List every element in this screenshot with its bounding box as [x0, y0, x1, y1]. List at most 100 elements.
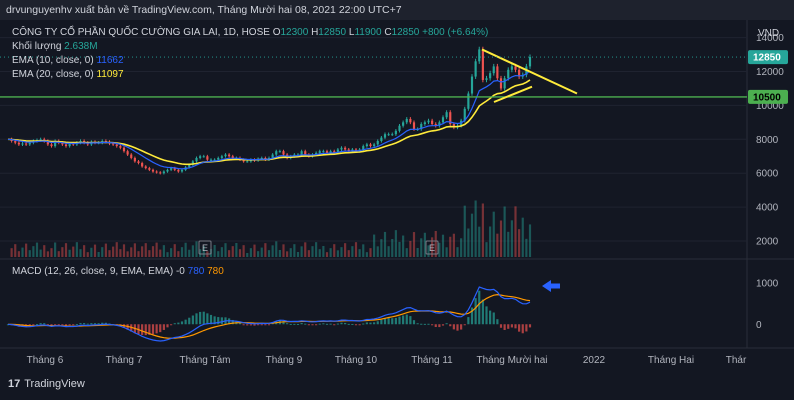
open-value: 12300	[280, 27, 309, 38]
volume-bar	[286, 251, 289, 257]
candle-body	[380, 137, 383, 141]
volume-bar	[170, 248, 173, 257]
low-label: L	[348, 27, 355, 38]
macd-histogram-bar	[184, 319, 187, 325]
candle-body	[217, 157, 220, 160]
candle-body	[441, 117, 445, 123]
volume-bar	[387, 246, 390, 257]
volume-bar	[525, 238, 528, 257]
candle-body	[507, 69, 510, 79]
price-tick-label: 10000	[756, 101, 784, 112]
macd-histogram-bar	[365, 322, 368, 325]
volume-bar	[275, 241, 278, 257]
macd-histogram-bar	[300, 322, 303, 325]
macd-histogram-bar	[474, 298, 477, 325]
volume-bar	[264, 243, 267, 257]
macd-histogram-bar	[177, 322, 180, 325]
candle-body	[304, 151, 307, 155]
volume-bar	[101, 247, 104, 257]
macd-histogram-bar	[191, 315, 194, 325]
candle-body	[159, 172, 162, 174]
volume-bar	[347, 250, 350, 257]
time-tick-label: Tháng 10	[335, 355, 378, 366]
ema20-row: EMA (20, close, 0) 11097	[12, 68, 488, 82]
volume-bar	[61, 247, 64, 257]
macd-histogram-bar	[199, 311, 202, 325]
candle-body	[133, 157, 136, 162]
volume-bar	[79, 249, 82, 257]
volume-bar	[296, 252, 300, 257]
candle-body	[478, 49, 481, 62]
header-bar: drvunguyenhv xuất bản về TradingView.com…	[0, 0, 794, 20]
candle-body	[137, 161, 140, 164]
macd-histogram-bar	[380, 319, 383, 325]
macd-histogram-bar	[510, 324, 513, 328]
price-tick-label: 8000	[756, 135, 779, 146]
macd-value: 780	[187, 266, 205, 277]
volume-bar	[452, 233, 455, 257]
macd-histogram-bar	[434, 324, 437, 328]
candle-body	[278, 151, 281, 153]
volume-bar	[405, 248, 408, 257]
macd-histogram-bar	[209, 314, 213, 325]
macd-histogram-bar	[489, 310, 492, 325]
volume-bar	[112, 246, 115, 257]
macd-histogram-bar	[431, 324, 434, 326]
macd-histogram-bar	[188, 317, 191, 325]
volume-bar	[394, 230, 397, 257]
macd-histogram-bar	[423, 323, 426, 325]
volume-bar	[72, 246, 75, 257]
macd-histogram-bar	[456, 324, 459, 331]
volume-bar	[518, 229, 521, 257]
macd-histogram-bar	[170, 324, 173, 326]
candle-body	[170, 168, 173, 170]
volume-bar	[39, 249, 42, 257]
volume-bar	[402, 235, 405, 257]
macd-histogram-bar	[32, 324, 35, 326]
candle-body	[376, 141, 379, 145]
macd-histogram-bar	[496, 319, 499, 325]
price-tick-label: 6000	[756, 169, 779, 180]
candle-body	[206, 156, 209, 160]
volume-bar	[162, 245, 165, 257]
macd-histogram-bar	[39, 323, 42, 325]
candle-body	[224, 154, 227, 157]
volume-bar	[376, 246, 379, 257]
candle-body	[423, 122, 426, 125]
macd-histogram-bar	[333, 324, 336, 326]
macd-histogram-bar	[202, 311, 205, 325]
candle-body	[104, 141, 107, 142]
candle-body	[188, 164, 191, 168]
candle-body	[485, 78, 488, 80]
volume-label: Khối lượng	[12, 41, 62, 52]
ema20-label: EMA (20, close, 0)	[12, 69, 94, 80]
candle-body	[14, 141, 17, 143]
volume-bar	[43, 245, 46, 257]
macd-histogram-bar	[50, 324, 53, 326]
footer-brand[interactable]: 17 TradingView	[8, 378, 85, 390]
macd-histogram-bar	[452, 324, 455, 330]
time-tick-label: Tháng 11	[411, 355, 453, 366]
macd-histogram-bar	[463, 324, 466, 326]
macd-histogram-bar	[441, 324, 445, 326]
macd-histogram-bar	[57, 324, 60, 326]
price-tick-label: 14000	[756, 33, 784, 44]
candle-body	[489, 73, 492, 79]
volume-bar	[166, 252, 169, 257]
macd-histogram-bar	[68, 324, 71, 326]
candle-body	[231, 156, 234, 158]
volume-bar	[474, 200, 477, 257]
volume-bar	[159, 249, 162, 257]
macd-histogram-bar	[485, 306, 488, 325]
macd-histogram-bar	[304, 323, 307, 325]
macd-histogram-bar	[376, 321, 379, 325]
candle-body	[474, 61, 477, 77]
macd-histogram-bar	[217, 317, 220, 325]
macd-histogram-bar	[514, 324, 517, 329]
macd-histogram-bar	[162, 324, 165, 330]
candle-body	[282, 151, 285, 155]
candle-body	[528, 57, 532, 67]
macd-histogram-bar	[104, 322, 107, 325]
volume-bar	[351, 246, 354, 257]
